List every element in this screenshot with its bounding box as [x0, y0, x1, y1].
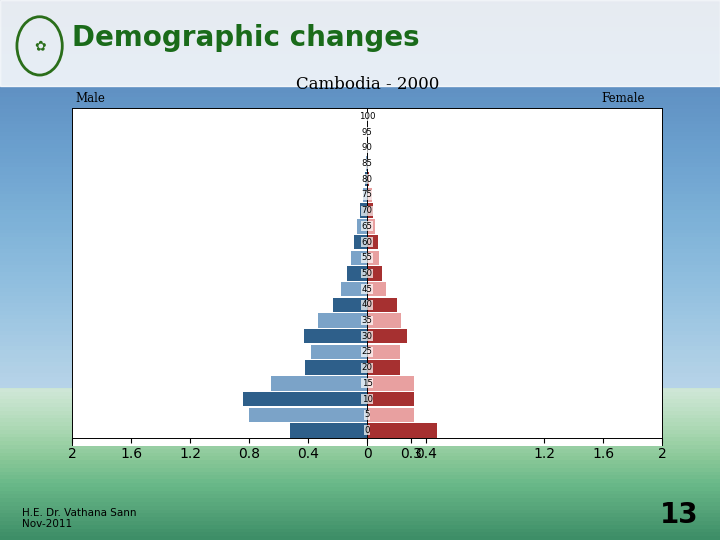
Text: H.E. Dr. Vathana Sann
Nov-2011: H.E. Dr. Vathana Sann Nov-2011	[22, 508, 136, 529]
Text: 35: 35	[361, 316, 373, 325]
Text: 20: 20	[361, 363, 373, 372]
Bar	[304, 329, 367, 343]
Text: 80: 80	[361, 175, 373, 184]
Bar	[367, 251, 379, 265]
Bar	[360, 204, 367, 218]
Bar	[249, 408, 367, 422]
Bar	[311, 345, 367, 359]
Text: 100: 100	[359, 112, 375, 121]
Text: 85: 85	[361, 159, 373, 168]
Bar	[367, 282, 387, 296]
Title: Cambodia - 2000: Cambodia - 2000	[295, 76, 439, 92]
Bar	[367, 408, 415, 422]
Bar	[367, 423, 436, 437]
Text: 10: 10	[361, 395, 373, 403]
Text: 5: 5	[364, 410, 370, 419]
Bar	[271, 376, 367, 390]
Bar	[346, 266, 367, 281]
Bar	[354, 235, 367, 249]
Text: 30: 30	[361, 332, 373, 341]
Bar	[367, 360, 400, 375]
Bar	[367, 157, 368, 171]
Bar	[341, 282, 367, 296]
Text: ✿: ✿	[34, 39, 45, 53]
Bar	[357, 219, 367, 234]
Bar	[367, 376, 415, 390]
Bar	[367, 219, 374, 234]
Bar	[367, 188, 372, 202]
Text: 55: 55	[361, 253, 373, 262]
Bar	[318, 313, 367, 328]
Text: 45: 45	[361, 285, 373, 294]
Bar	[365, 172, 367, 186]
Text: Demographic changes: Demographic changes	[72, 24, 420, 52]
Text: Male: Male	[76, 92, 105, 105]
Bar	[367, 266, 382, 281]
Bar	[367, 235, 377, 249]
Text: 40: 40	[361, 300, 373, 309]
Bar	[367, 204, 373, 218]
Text: 15: 15	[361, 379, 373, 388]
Text: 50: 50	[361, 269, 373, 278]
Bar	[243, 392, 367, 406]
Bar	[367, 313, 401, 328]
Bar	[367, 172, 369, 186]
Bar	[351, 251, 367, 265]
Text: Female: Female	[601, 92, 644, 105]
Bar	[305, 360, 367, 375]
Bar	[333, 298, 367, 312]
Bar	[367, 345, 400, 359]
Bar	[367, 329, 407, 343]
Text: 70: 70	[361, 206, 373, 215]
Text: 90: 90	[361, 144, 373, 152]
Bar	[290, 423, 367, 437]
Bar	[363, 188, 367, 202]
Text: 60: 60	[361, 238, 373, 247]
Text: 65: 65	[361, 222, 373, 231]
Text: 25: 25	[361, 347, 373, 356]
Text: 0: 0	[364, 426, 370, 435]
Bar	[367, 298, 397, 312]
Text: 13: 13	[660, 501, 698, 529]
Text: 95: 95	[361, 127, 373, 137]
Bar	[366, 157, 367, 171]
Text: 75: 75	[361, 191, 373, 199]
Bar	[367, 392, 415, 406]
